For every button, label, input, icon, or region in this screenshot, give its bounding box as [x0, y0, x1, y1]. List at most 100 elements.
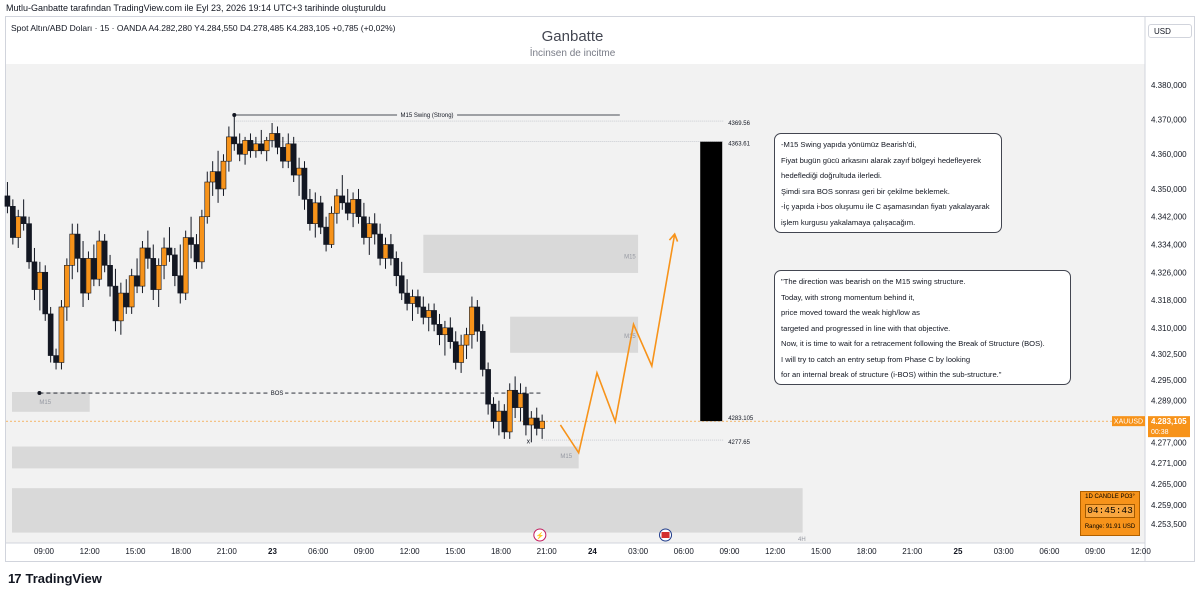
candle-up	[463, 334, 470, 346]
candle-down	[420, 306, 427, 318]
current-price-value: 4.283,105	[1151, 417, 1187, 426]
swing-point	[232, 113, 237, 118]
candle-down	[193, 244, 200, 263]
note-en-line: price moved toward the weak high/low as	[781, 308, 920, 317]
candle-up	[517, 393, 524, 408]
candle-down	[317, 202, 324, 228]
candle-down	[388, 244, 394, 259]
projection-arrowhead	[668, 232, 679, 242]
axes-layer: ⚡ 4.380,000 4.370,000 4.360,000 4.350,000 4.3…	[34, 81, 1187, 556]
bos-label: BOS	[271, 391, 284, 397]
bos-point	[37, 391, 42, 396]
candle-up	[69, 233, 76, 266]
candle-down	[490, 403, 497, 422]
candle-up	[296, 167, 302, 176]
y-tick-label: 4.334,000	[1151, 240, 1187, 249]
note-en-line: I will try to catch an entry setup from …	[781, 354, 971, 364]
zone-timeframe-label: 4H	[798, 537, 806, 543]
candle-widget-timer: 04:45:43	[1085, 504, 1135, 518]
y-tick-label: 4.342,000	[1151, 213, 1187, 222]
bos-label-bg	[269, 389, 286, 398]
x-tick-label: 24	[588, 547, 597, 556]
tradingview-logo[interactable]: 17 TradingView	[8, 571, 102, 586]
candle-up	[220, 160, 227, 190]
candle-down	[172, 254, 178, 277]
candle-up	[204, 181, 211, 218]
candle-down	[150, 258, 157, 290]
y-tick-label: 4.289,000	[1151, 397, 1187, 406]
currency-button[interactable]: USD	[1148, 24, 1192, 38]
current-price-tag	[1148, 416, 1190, 438]
candle-up	[161, 247, 167, 266]
candle-down	[398, 275, 405, 294]
swing-label: M15 Swing (Strong)	[401, 113, 454, 119]
candle-up	[37, 271, 43, 290]
candle-down	[280, 147, 286, 162]
candle-down	[523, 393, 529, 426]
low-marker: x	[527, 438, 531, 445]
candle-up	[496, 410, 502, 422]
candle-up	[425, 310, 432, 318]
candle-down	[258, 143, 265, 152]
price-tag-layer: 4.283,105 00:38 XAUUSD	[1112, 416, 1190, 438]
y-tick-label: 4.310,000	[1151, 324, 1187, 333]
candle-down	[47, 313, 54, 356]
candle-widget-label: 1D CANDLE PO3°	[1085, 494, 1135, 500]
candle-up	[334, 195, 340, 214]
x-tick-label: 21:00	[217, 547, 238, 556]
candle-down	[377, 233, 383, 259]
candle-up	[350, 199, 356, 214]
note-turkish[interactable]: -M15 Swing yapıda yönümüz Bearish'di, Fi…	[774, 133, 1002, 233]
y-tick-label: 4.370,000	[1151, 116, 1187, 125]
note-en-line: Today, with strong momentum behind it,	[781, 292, 915, 302]
candle-down	[80, 258, 86, 294]
candle-down	[101, 240, 108, 266]
candle-down	[361, 216, 367, 238]
candle-down	[436, 324, 443, 336]
candle-down	[91, 258, 97, 280]
candle-down	[512, 389, 518, 408]
candle-up	[253, 143, 259, 152]
candle-down	[188, 237, 194, 245]
candle-widget-range: Range: 91.91 USD	[1084, 524, 1136, 530]
x-tick-label: 15:00	[445, 547, 466, 556]
candle-up	[539, 420, 545, 429]
candle-down	[501, 410, 508, 433]
daily-candle-widget: 1D CANDLE PO3° 04:45:43 Range: 91.91 USD	[1080, 491, 1140, 536]
candle-up	[242, 140, 248, 155]
y-tick-label: 4.295,000	[1151, 376, 1187, 385]
level-label: 4277.65	[728, 440, 750, 446]
x-tick-label: 12:00	[1131, 547, 1152, 556]
x-tick-label: 15:00	[811, 547, 832, 556]
us-flag-stripes	[661, 532, 670, 538]
candle-up	[382, 244, 389, 259]
candle-down	[323, 226, 329, 245]
candle-up	[58, 306, 65, 363]
candle-down	[20, 216, 27, 224]
candle-up	[209, 171, 216, 183]
y-tick-label: 4.253,500	[1151, 520, 1187, 529]
zone-label: M15	[624, 254, 636, 260]
tradingview-logo-text: TradingView	[25, 571, 102, 586]
x-tick-label: 09:00	[1085, 547, 1106, 556]
level-label: 4283.105	[728, 416, 754, 422]
candle-down	[74, 233, 81, 259]
candle-down	[26, 223, 32, 263]
x-tick-label: 12:00	[400, 547, 421, 556]
note-tr-line: -M15 Swing yapıda yönümüz Bearish'di,	[781, 140, 917, 149]
candle-down	[371, 223, 378, 235]
y-tick-label: 4.259,000	[1151, 501, 1187, 510]
candle-up	[269, 133, 275, 141]
candle-down	[344, 202, 351, 214]
zone-label: M15	[624, 334, 636, 340]
note-english[interactable]: "The direction was bearish on the M15 sw…	[774, 270, 1071, 385]
note-en-line: for an internal break of structure (i-BO…	[781, 370, 1002, 379]
x-tick-label: 06:00	[674, 547, 695, 556]
candle-down	[42, 271, 49, 315]
candle-down	[533, 417, 540, 429]
candle-up	[15, 216, 22, 238]
note-tr-line: işlem kurgusu yakalamaya çalışacağım.	[781, 217, 916, 227]
level-label: 4369.56	[728, 121, 750, 127]
candle-up	[96, 240, 103, 280]
candle-down	[474, 306, 481, 332]
